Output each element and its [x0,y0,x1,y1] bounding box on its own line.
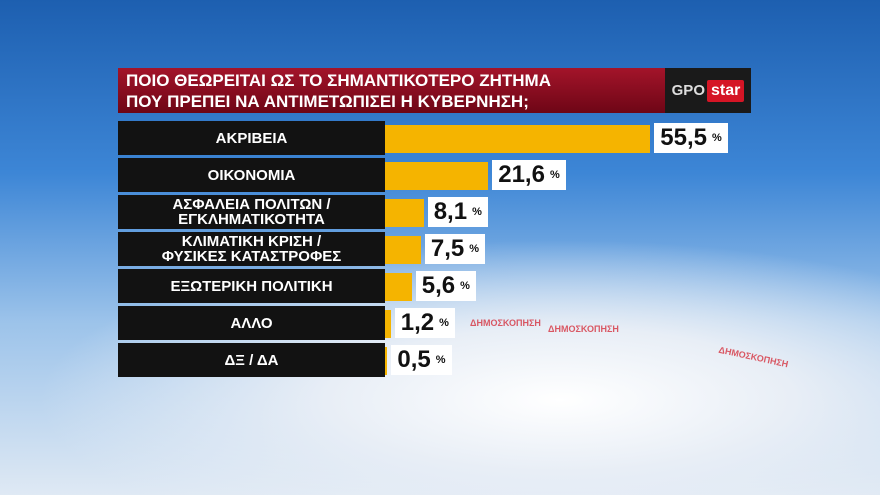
logo-star: star [706,79,745,102]
background-text: ΔΗΜΟΣΚΟΠΗΣΗ [470,318,541,328]
value-label: 55,5 [660,124,707,151]
bar [385,310,391,338]
category-label: ΟΙΚΟΝΟΜΙΑ [118,158,385,192]
value-label: 7,5 [430,235,465,262]
bar [385,347,388,375]
bar [385,273,412,301]
value-unit: % [469,243,479,255]
category-label: ΑΣΦΑΛΕΙΑ ΠΟΛΙΤΩΝ / ΕΓΚΛΗΜΑΤΙΚΟΤΗΤΑ [118,195,385,229]
value-unit: % [472,206,482,218]
background-text: ΔΗΜΟΣΚΟΠΗΣΗ [548,324,619,334]
value-box: 21,6% [492,160,566,190]
bar [385,236,421,264]
bar [385,162,489,190]
category-label: ΚΛΙΜΑΤΙΚΗ ΚΡΙΣΗ / ΦΥΣΙΚΕΣ ΚΑΤΑΣΤΡΟΦΕΣ [118,232,385,266]
value-label: 8,1 [433,198,468,225]
category-label: ΑΚΡΙΒΕΙΑ [118,121,385,155]
logo: GPO star [665,68,751,113]
value-label: 0,5 [397,346,431,373]
value-unit: % [439,317,449,329]
bar [385,125,651,153]
value-label: 1,2 [400,309,435,336]
title-box: ΠΟΙΟ ΘΕΩΡΕΙΤΑΙ ΩΣ ΤΟ ΣΗΜΑΝΤΙΚΟΤΕΡΟ ΖΗΤΗΜ… [118,68,665,113]
value-unit: % [549,169,560,181]
value-box: 55,5% [654,123,728,153]
value-label: 21,6 [498,161,545,188]
category-label: ΕΞΩΤΕΡΙΚΗ ΠΟΛΙΤΙΚΗ [118,269,385,303]
value-box: 0,5% [391,345,452,375]
logo-gpo: GPO [671,82,705,99]
value-box: 7,5% [424,234,485,264]
value-box: 1,2% [394,308,455,338]
value-unit: % [435,354,446,366]
bar [385,199,424,227]
title-line: ΠΟΙΟ ΘΕΩΡΕΙΤΑΙ ΩΣ ΤΟ ΣΗΜΑΝΤΙΚΟΤΕΡΟ ΖΗΤΗΜ… [126,70,551,90]
value-label: 5,6 [421,272,456,299]
background-text: ΔΗΜΟΣΚΟΠΗΣΗ [717,344,790,370]
title-line: ΠΟΥ ΠΡΕΠΕΙ ΝΑ ΑΝΤΙΜΕΤΩΠΙΣΕΙ Η ΚΥΒΕΡΝΗΣΗ; [126,91,529,111]
value-box: 5,6% [415,271,476,301]
category-label: ΑΛΛΟ [118,306,385,340]
value-box: 8,1% [427,197,488,227]
value-unit: % [460,280,470,292]
value-unit: % [712,132,722,144]
category-label: ΔΞ / ΔΑ [118,343,385,377]
